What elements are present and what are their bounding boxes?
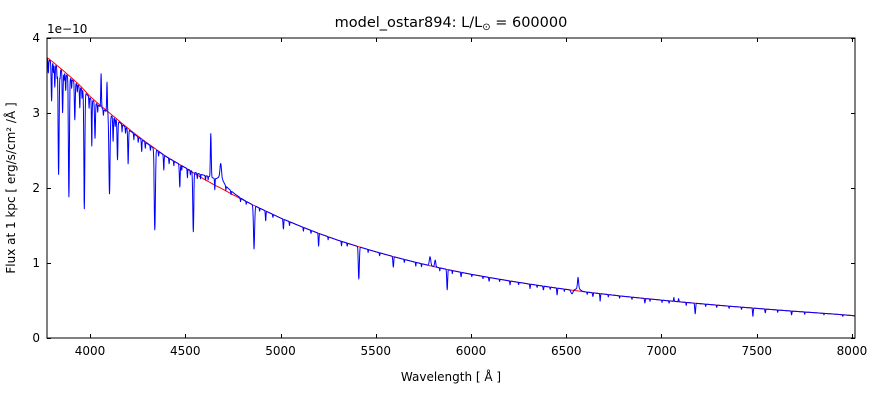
continuum-line [47,57,855,317]
plot-curves [47,57,855,317]
y-tick-label: 2 [32,181,40,195]
x-tick-label: 6000 [456,344,487,358]
y-tick-label: 1 [32,256,40,270]
solar-symbol: ⊙ [482,22,490,33]
x-tick-label: 5500 [360,344,391,358]
y-tick-label: 0 [32,331,40,345]
y-tick-label: 3 [32,106,40,120]
y-tick-label: 4 [32,31,40,45]
plot-title: model_ostar894: L/L⊙ = 600000 [335,15,568,33]
x-tick-label: 7500 [741,344,772,358]
plot-axes: 4000 4500 5000 5500 6000 6500 7000 7500 8000 0 1 2 3… [32,31,867,358]
plot-frame [46,37,856,339]
x-tick-label: 7000 [646,344,677,358]
x-tick-label: 4000 [75,344,106,358]
x-tick-label: 8000 [837,344,868,358]
y-axis-offset-label: 1e−10 [47,22,87,36]
x-tick-label: 6500 [551,344,582,358]
x-axis-label: Wavelength [ Å ] [401,369,501,384]
plot-title-main: model_ostar894: L/L [335,15,483,31]
y-axis-label: Flux at 1 kpc [ erg/s/cm² /Å ] [3,102,18,273]
plot-title-tail: = 600000 [491,15,568,31]
spectrum-line [47,57,855,317]
x-tick-label: 5000 [265,344,296,358]
x-tick-label: 4500 [170,344,201,358]
